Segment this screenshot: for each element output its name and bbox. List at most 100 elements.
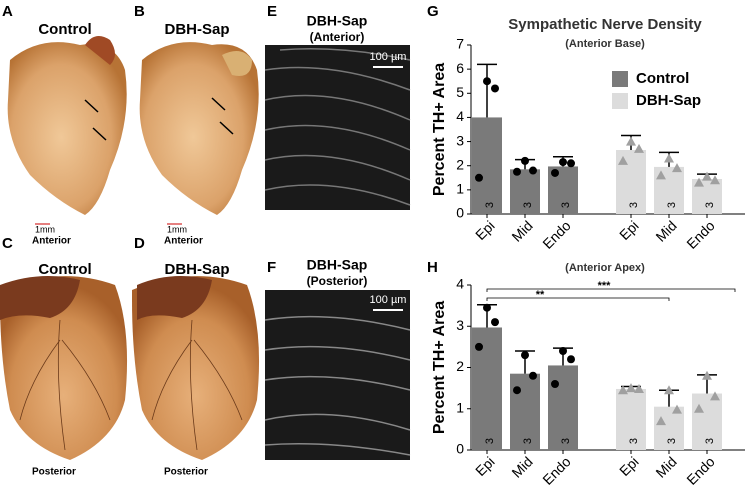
- photo-a: [7, 36, 127, 225]
- data-point: [567, 355, 575, 364]
- data-point: [694, 177, 704, 187]
- data-point: [694, 403, 704, 413]
- n-label: 3: [560, 438, 572, 444]
- data-point: [626, 136, 636, 146]
- y-tick-label: 3: [456, 132, 464, 148]
- data-point: [529, 371, 537, 380]
- n-label: 3: [484, 202, 496, 208]
- view-label: Posterior: [164, 467, 208, 478]
- n-label: 3: [628, 438, 640, 444]
- data-point: [710, 391, 720, 401]
- y-tick-label: 2: [456, 358, 464, 374]
- photo-b: [139, 42, 259, 225]
- panel-letter: D: [134, 235, 145, 252]
- data-point: [702, 370, 712, 380]
- x-tick-label: Mid: [508, 217, 535, 244]
- legend-label: Control: [636, 70, 689, 87]
- bar: [472, 117, 502, 214]
- scale-label: 100 µm: [370, 51, 407, 63]
- x-tick-label: Epi: [472, 453, 498, 479]
- y-tick-label: 5: [456, 84, 464, 100]
- data-point: [483, 303, 491, 312]
- bar: [510, 169, 540, 214]
- micrograph-f: [264, 290, 411, 460]
- bar: [510, 373, 540, 450]
- n-label: 3: [560, 202, 572, 208]
- y-tick-label: 6: [456, 60, 464, 76]
- view-label: Anterior: [164, 236, 203, 247]
- bar: [616, 388, 646, 450]
- view-label: Anterior: [32, 236, 71, 247]
- y-tick-label: 4: [456, 108, 464, 124]
- micrograph-e: [264, 45, 411, 210]
- y-tick-label: 1: [456, 181, 464, 197]
- data-point: [656, 416, 666, 426]
- data-point: [672, 163, 682, 173]
- x-tick-label: Endo: [539, 217, 574, 252]
- x-tick-label: Mid: [652, 217, 679, 244]
- n-label: 3: [704, 202, 716, 208]
- y-tick-label: 0: [456, 205, 464, 221]
- data-point: [521, 351, 529, 360]
- data-point: [664, 385, 674, 395]
- chart-subtitle: (Anterior Base): [565, 38, 645, 50]
- legend-label: DBH-Sap: [636, 92, 701, 109]
- photo-title: Control: [38, 21, 91, 38]
- n-label: 3: [704, 438, 716, 444]
- photo-title: DBH-Sap: [164, 261, 229, 278]
- data-point: [529, 166, 537, 175]
- n-label: 3: [666, 202, 678, 208]
- data-point: [559, 158, 567, 167]
- n-label: 3: [522, 202, 534, 208]
- y-tick-label: 4: [456, 276, 464, 292]
- data-point: [634, 143, 644, 153]
- scale-label: 1mm: [167, 224, 187, 234]
- panel-letter: F: [267, 259, 276, 276]
- y-axis-label: Percent TH+ Area: [431, 63, 448, 196]
- legend-swatch: [612, 71, 628, 87]
- data-point: [491, 318, 499, 327]
- y-tick-label: 1: [456, 399, 464, 415]
- data-point: [521, 156, 529, 165]
- micrograph-subtitle: (Anterior): [310, 30, 365, 44]
- data-point: [664, 153, 674, 163]
- data-point: [656, 170, 666, 180]
- panel-letter: A: [2, 3, 13, 20]
- bar: [692, 393, 722, 450]
- x-tick-label: Epi: [616, 453, 642, 479]
- view-label: Posterior: [32, 467, 76, 478]
- y-tick-label: 2: [456, 156, 464, 172]
- panel-letter: E: [267, 3, 277, 20]
- n-label: 3: [628, 202, 640, 208]
- data-point: [559, 347, 567, 355]
- y-tick-label: 0: [456, 441, 464, 457]
- data-point: [672, 404, 682, 414]
- panel-letter: C: [2, 235, 13, 252]
- x-tick-label: Mid: [652, 453, 679, 480]
- data-point: [551, 168, 559, 177]
- data-point: [567, 159, 575, 168]
- y-tick-label: 7: [456, 36, 464, 52]
- y-axis-label: Percent TH+ Area: [431, 301, 448, 434]
- x-tick-label: Epi: [616, 217, 642, 243]
- n-label: 3: [484, 438, 496, 444]
- significance-bracket: [486, 288, 736, 292]
- photo-c: [0, 276, 128, 460]
- photo-title: Control: [38, 261, 91, 278]
- photo-title: DBH-Sap: [164, 21, 229, 38]
- data-point: [710, 175, 720, 185]
- x-tick-label: Endo: [683, 453, 718, 488]
- significance-label: **: [536, 289, 545, 301]
- y-tick-label: 3: [456, 317, 464, 333]
- legend-swatch: [612, 93, 628, 109]
- data-point: [702, 171, 712, 181]
- data-point: [551, 380, 559, 388]
- scale-label: 1mm: [35, 224, 55, 234]
- panel-letter: H: [427, 259, 438, 276]
- data-point: [618, 385, 628, 395]
- data-point: [475, 342, 483, 351]
- x-tick-label: Epi: [472, 217, 498, 243]
- x-tick-label: Mid: [508, 453, 535, 480]
- micrograph-title: DBH-Sap: [307, 257, 368, 273]
- panel-letter: G: [427, 3, 439, 20]
